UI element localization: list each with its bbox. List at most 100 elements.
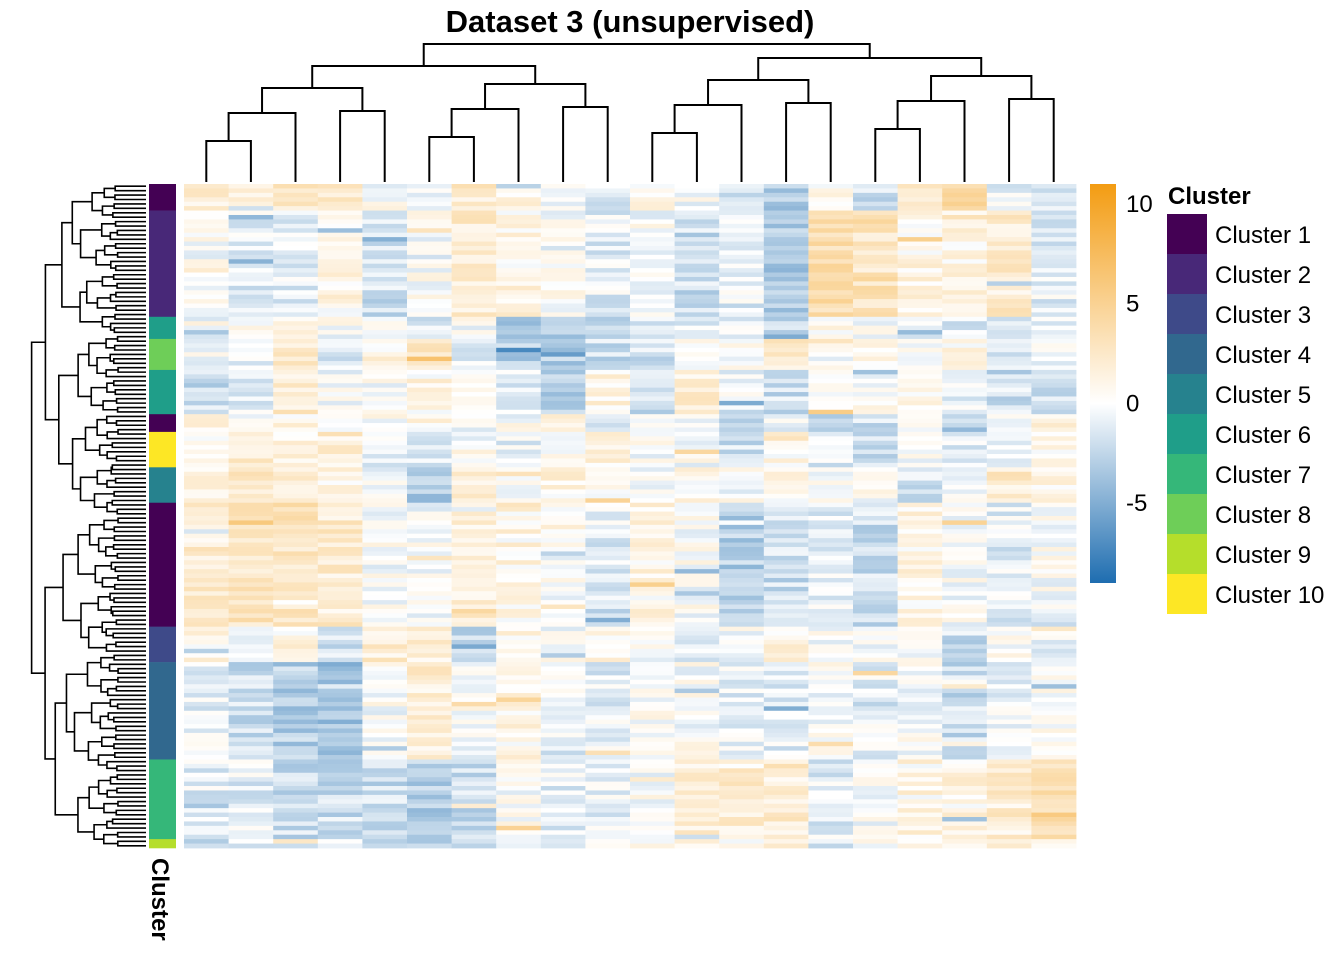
heatmap-cell bbox=[317, 772, 363, 778]
heatmap-cell bbox=[763, 679, 809, 685]
heatmap-cell bbox=[808, 670, 854, 676]
heatmap-cell bbox=[407, 507, 452, 512]
heatmap-cell bbox=[184, 245, 229, 251]
heatmap-cell bbox=[451, 449, 497, 455]
heatmap-cell bbox=[585, 316, 631, 322]
heatmap-cell bbox=[942, 210, 988, 216]
heatmap-cell bbox=[273, 635, 319, 641]
heatmap-cell bbox=[407, 214, 452, 220]
dendrogram-branch bbox=[100, 678, 118, 693]
heatmap-cell bbox=[407, 675, 452, 681]
heatmap-cell bbox=[986, 639, 1032, 645]
heatmap-cell bbox=[451, 188, 497, 194]
heatmap-cell bbox=[719, 639, 765, 645]
heatmap-cell bbox=[540, 259, 586, 265]
heatmap-cell bbox=[585, 577, 631, 583]
heatmap-cell bbox=[897, 365, 943, 371]
heatmap-cell bbox=[273, 520, 319, 526]
heatmap-cell bbox=[763, 839, 809, 844]
heatmap-cell bbox=[897, 546, 943, 552]
heatmap-cell bbox=[630, 228, 675, 234]
heatmap-cell bbox=[1031, 192, 1077, 198]
heatmap-cell bbox=[317, 803, 363, 809]
heatmap-cell bbox=[451, 245, 497, 251]
heatmap-cell bbox=[674, 383, 720, 389]
heatmap-cell bbox=[808, 626, 854, 632]
heatmap-cell bbox=[496, 188, 542, 194]
heatmap-cell bbox=[897, 476, 943, 481]
heatmap-cell bbox=[273, 746, 319, 752]
heatmap-cell bbox=[540, 480, 586, 486]
heatmap-cell bbox=[763, 724, 809, 729]
heatmap-cell bbox=[853, 595, 898, 601]
heatmap-cell bbox=[719, 746, 765, 752]
heatmap-cell bbox=[674, 206, 720, 211]
heatmap-cell bbox=[719, 476, 765, 481]
heatmap-cell bbox=[407, 551, 452, 557]
heatmap-cell bbox=[674, 374, 720, 380]
heatmap-cell bbox=[763, 626, 809, 632]
heatmap-cell bbox=[184, 188, 229, 194]
heatmap-cell bbox=[986, 617, 1032, 623]
heatmap-cell bbox=[362, 786, 408, 791]
dendrogram-branch bbox=[115, 809, 146, 816]
heatmap-cell bbox=[184, 613, 229, 619]
heatmap-cell bbox=[273, 542, 319, 548]
heatmap-cell bbox=[451, 693, 497, 698]
heatmap-cell bbox=[763, 356, 809, 362]
heatmap-cell bbox=[184, 454, 229, 459]
heatmap-cell bbox=[228, 622, 274, 628]
heatmap-cell bbox=[1031, 400, 1077, 406]
heatmap-cell bbox=[540, 307, 586, 313]
heatmap-cell bbox=[942, 569, 988, 574]
heatmap-cell bbox=[496, 520, 542, 526]
heatmap-cell bbox=[808, 604, 854, 610]
heatmap-cell bbox=[853, 834, 898, 840]
heatmap-cell bbox=[986, 454, 1032, 459]
heatmap-cell bbox=[362, 555, 408, 561]
heatmap-cell bbox=[1031, 662, 1077, 667]
heatmap-cell bbox=[853, 670, 898, 676]
heatmap-cell bbox=[451, 648, 497, 654]
heatmap-cell bbox=[407, 529, 452, 535]
heatmap-cell bbox=[585, 799, 631, 805]
heatmap-cell bbox=[407, 263, 452, 269]
heatmap-cell bbox=[630, 290, 675, 296]
heatmap-cell bbox=[228, 423, 274, 428]
heatmap-cell bbox=[897, 321, 943, 327]
heatmap-cell bbox=[763, 688, 809, 694]
heatmap-cell bbox=[719, 365, 765, 371]
heatmap-cell bbox=[496, 498, 542, 504]
heatmap-cell bbox=[719, 445, 765, 450]
heatmap-cell bbox=[228, 542, 274, 548]
heatmap-cell bbox=[585, 821, 631, 827]
heatmap-cell bbox=[496, 644, 542, 650]
heatmap-cell bbox=[451, 254, 497, 260]
heatmap-cell bbox=[540, 586, 586, 592]
heatmap-cell bbox=[273, 719, 319, 725]
heatmap-cell bbox=[585, 219, 631, 225]
heatmap-cell bbox=[184, 741, 229, 747]
heatmap-cell bbox=[362, 732, 408, 738]
heatmap-cell bbox=[897, 281, 943, 287]
heatmap-cell bbox=[317, 724, 363, 729]
heatmap-cell bbox=[451, 635, 497, 641]
heatmap-cell bbox=[451, 737, 497, 743]
heatmap-cell bbox=[362, 666, 408, 672]
heatmap-cell bbox=[986, 777, 1032, 782]
heatmap-cell bbox=[317, 214, 363, 220]
heatmap-cell bbox=[273, 423, 319, 428]
heatmap-cell bbox=[897, 219, 943, 225]
heatmap-cell bbox=[763, 197, 809, 203]
heatmap-cell bbox=[1031, 768, 1077, 774]
heatmap-cell bbox=[719, 480, 765, 486]
heatmap-cell bbox=[719, 803, 765, 809]
heatmap-cell bbox=[630, 400, 675, 406]
heatmap-cell bbox=[986, 299, 1032, 304]
heatmap-cell bbox=[273, 290, 319, 296]
heatmap-cell bbox=[853, 184, 898, 189]
heatmap-cell bbox=[1031, 542, 1077, 548]
heatmap-cell bbox=[763, 732, 809, 738]
heatmap-cell bbox=[317, 626, 363, 632]
dendrogram-branch bbox=[261, 87, 364, 113]
